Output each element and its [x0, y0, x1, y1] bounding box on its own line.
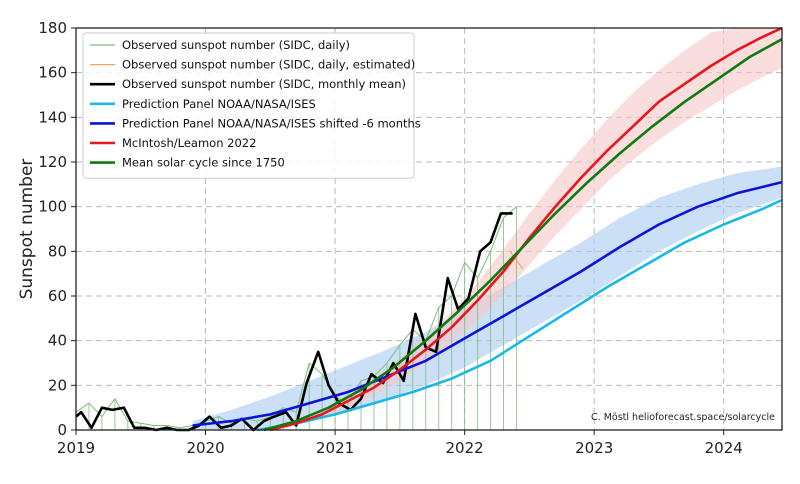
- legend-label-4: Prediction Panel NOAA/NASA/ISES shifted …: [122, 116, 421, 130]
- legend-label-3: Prediction Panel NOAA/NASA/ISES: [122, 97, 316, 111]
- y-tick-label: 180: [38, 19, 67, 37]
- y-tick-label: 20: [48, 376, 67, 394]
- x-tick-label: 2024: [705, 439, 743, 457]
- series-1-line: [509, 251, 524, 270]
- y-tick-label: 0: [57, 421, 67, 439]
- legend-label-0: Observed sunspot number (SIDC, daily): [122, 38, 350, 52]
- series-3-line: [257, 198, 783, 432]
- y-tick-label: 80: [48, 242, 67, 260]
- plot-frame: [75, 27, 783, 431]
- y-axis-ticks: 0 20 40 60 80 100 120 140 160 180: [38, 19, 76, 439]
- x-tick-label: 2019: [57, 439, 95, 457]
- prediction-bands: [192, 28, 783, 430]
- x-tick-label: 2022: [446, 439, 484, 457]
- y-tick-label: 60: [48, 287, 67, 305]
- y-tick-label: 100: [38, 198, 67, 216]
- legend-label-5: McIntosh/Leamon 2022: [122, 136, 256, 150]
- series-5-line: [269, 26, 783, 432]
- legend-label-1: Observed sunspot number (SIDC, daily, es…: [122, 58, 415, 72]
- y-axis-title: Sunspot number: [17, 159, 37, 300]
- y-tick-label: 120: [38, 153, 67, 171]
- legend-label-2: Observed sunspot number (SIDC, monthly m…: [122, 77, 406, 91]
- series-6-line: [263, 38, 783, 432]
- x-tick-label: 2023: [575, 439, 613, 457]
- series-lines: [75, 26, 783, 432]
- x-tick-label: 2020: [186, 439, 224, 457]
- legend: Observed sunspot number (SIDC, daily) Obs…: [82, 32, 421, 179]
- series-5-uncertainty-band: [270, 28, 782, 430]
- x-tick-label: 2021: [316, 439, 354, 457]
- legend-box: [82, 32, 415, 179]
- y-tick-label: 140: [38, 108, 67, 126]
- series-4-line: [192, 180, 783, 427]
- legend-label-6: Mean solar cycle since 1750: [122, 156, 285, 170]
- x-axis-ticks: 2019 2020 2021 2022 2023 2024: [57, 430, 743, 457]
- y-tick-label: 160: [38, 64, 67, 82]
- y-tick-label: 40: [48, 332, 67, 350]
- credit-text: C. Möstl helioforecast.space/solarcycle: [591, 412, 775, 423]
